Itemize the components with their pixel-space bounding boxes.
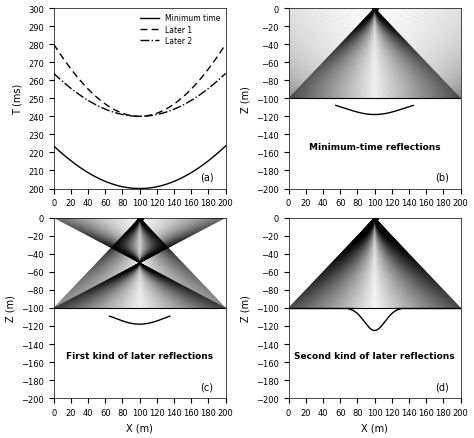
Minimum time — [169, 180, 175, 185]
Minimum time — [51, 144, 56, 149]
Text: (d): (d) — [435, 381, 448, 391]
Text: (c): (c) — [201, 381, 214, 391]
Text: Minimum-time reflections: Minimum-time reflections — [309, 142, 440, 152]
Minimum time — [185, 173, 191, 178]
Line: Later 2: Later 2 — [54, 74, 226, 117]
Later 1 — [127, 113, 132, 119]
Minimum time — [137, 187, 143, 192]
Text: (b): (b) — [435, 172, 448, 182]
Later 2 — [188, 99, 194, 104]
X-axis label: X (m): X (m) — [126, 423, 153, 432]
Later 2 — [51, 71, 56, 77]
Minimum time — [68, 159, 74, 164]
Later 1 — [188, 88, 194, 93]
X-axis label: X (m): X (m) — [361, 423, 388, 432]
Later 2 — [127, 114, 132, 119]
Later 1 — [169, 103, 175, 109]
Later 1 — [68, 67, 74, 73]
Text: (a): (a) — [200, 172, 214, 182]
Later 1 — [137, 114, 143, 120]
Minimum time — [223, 144, 228, 149]
Later 2 — [169, 108, 175, 113]
Y-axis label: Z (m): Z (m) — [240, 86, 250, 113]
Line: Later 1: Later 1 — [54, 45, 226, 117]
Y-axis label: Z (m): Z (m) — [240, 295, 250, 321]
Y-axis label: Z (m): Z (m) — [6, 295, 16, 321]
Minimum time — [188, 171, 194, 176]
Later 2 — [223, 71, 228, 77]
Later 2 — [68, 87, 74, 92]
Text: Second kind of later reflections: Second kind of later reflections — [294, 352, 455, 360]
Later 2 — [185, 100, 191, 106]
Later 2 — [120, 113, 126, 118]
Minimum time — [120, 185, 126, 190]
Y-axis label: T (ms): T (ms) — [12, 84, 23, 115]
Later 1 — [185, 91, 191, 96]
Later 1 — [223, 42, 228, 48]
Text: First kind of later reflections: First kind of later reflections — [66, 352, 213, 360]
Later 1 — [120, 112, 126, 117]
Later 2 — [137, 114, 143, 120]
Legend: Minimum time, Later 1, Later 2: Minimum time, Later 1, Later 2 — [138, 13, 222, 47]
Later 1 — [51, 42, 56, 48]
Line: Minimum time: Minimum time — [54, 147, 226, 189]
Minimum time — [127, 186, 132, 191]
